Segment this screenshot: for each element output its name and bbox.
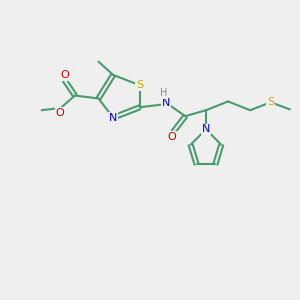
Text: O: O <box>168 132 176 142</box>
Text: S: S <box>136 80 143 90</box>
Text: N: N <box>162 98 170 108</box>
Text: H: H <box>160 88 167 98</box>
Text: N: N <box>109 112 117 123</box>
Text: O: O <box>56 108 64 118</box>
Text: S: S <box>267 97 274 107</box>
Text: N: N <box>202 124 210 134</box>
Text: O: O <box>61 70 70 80</box>
